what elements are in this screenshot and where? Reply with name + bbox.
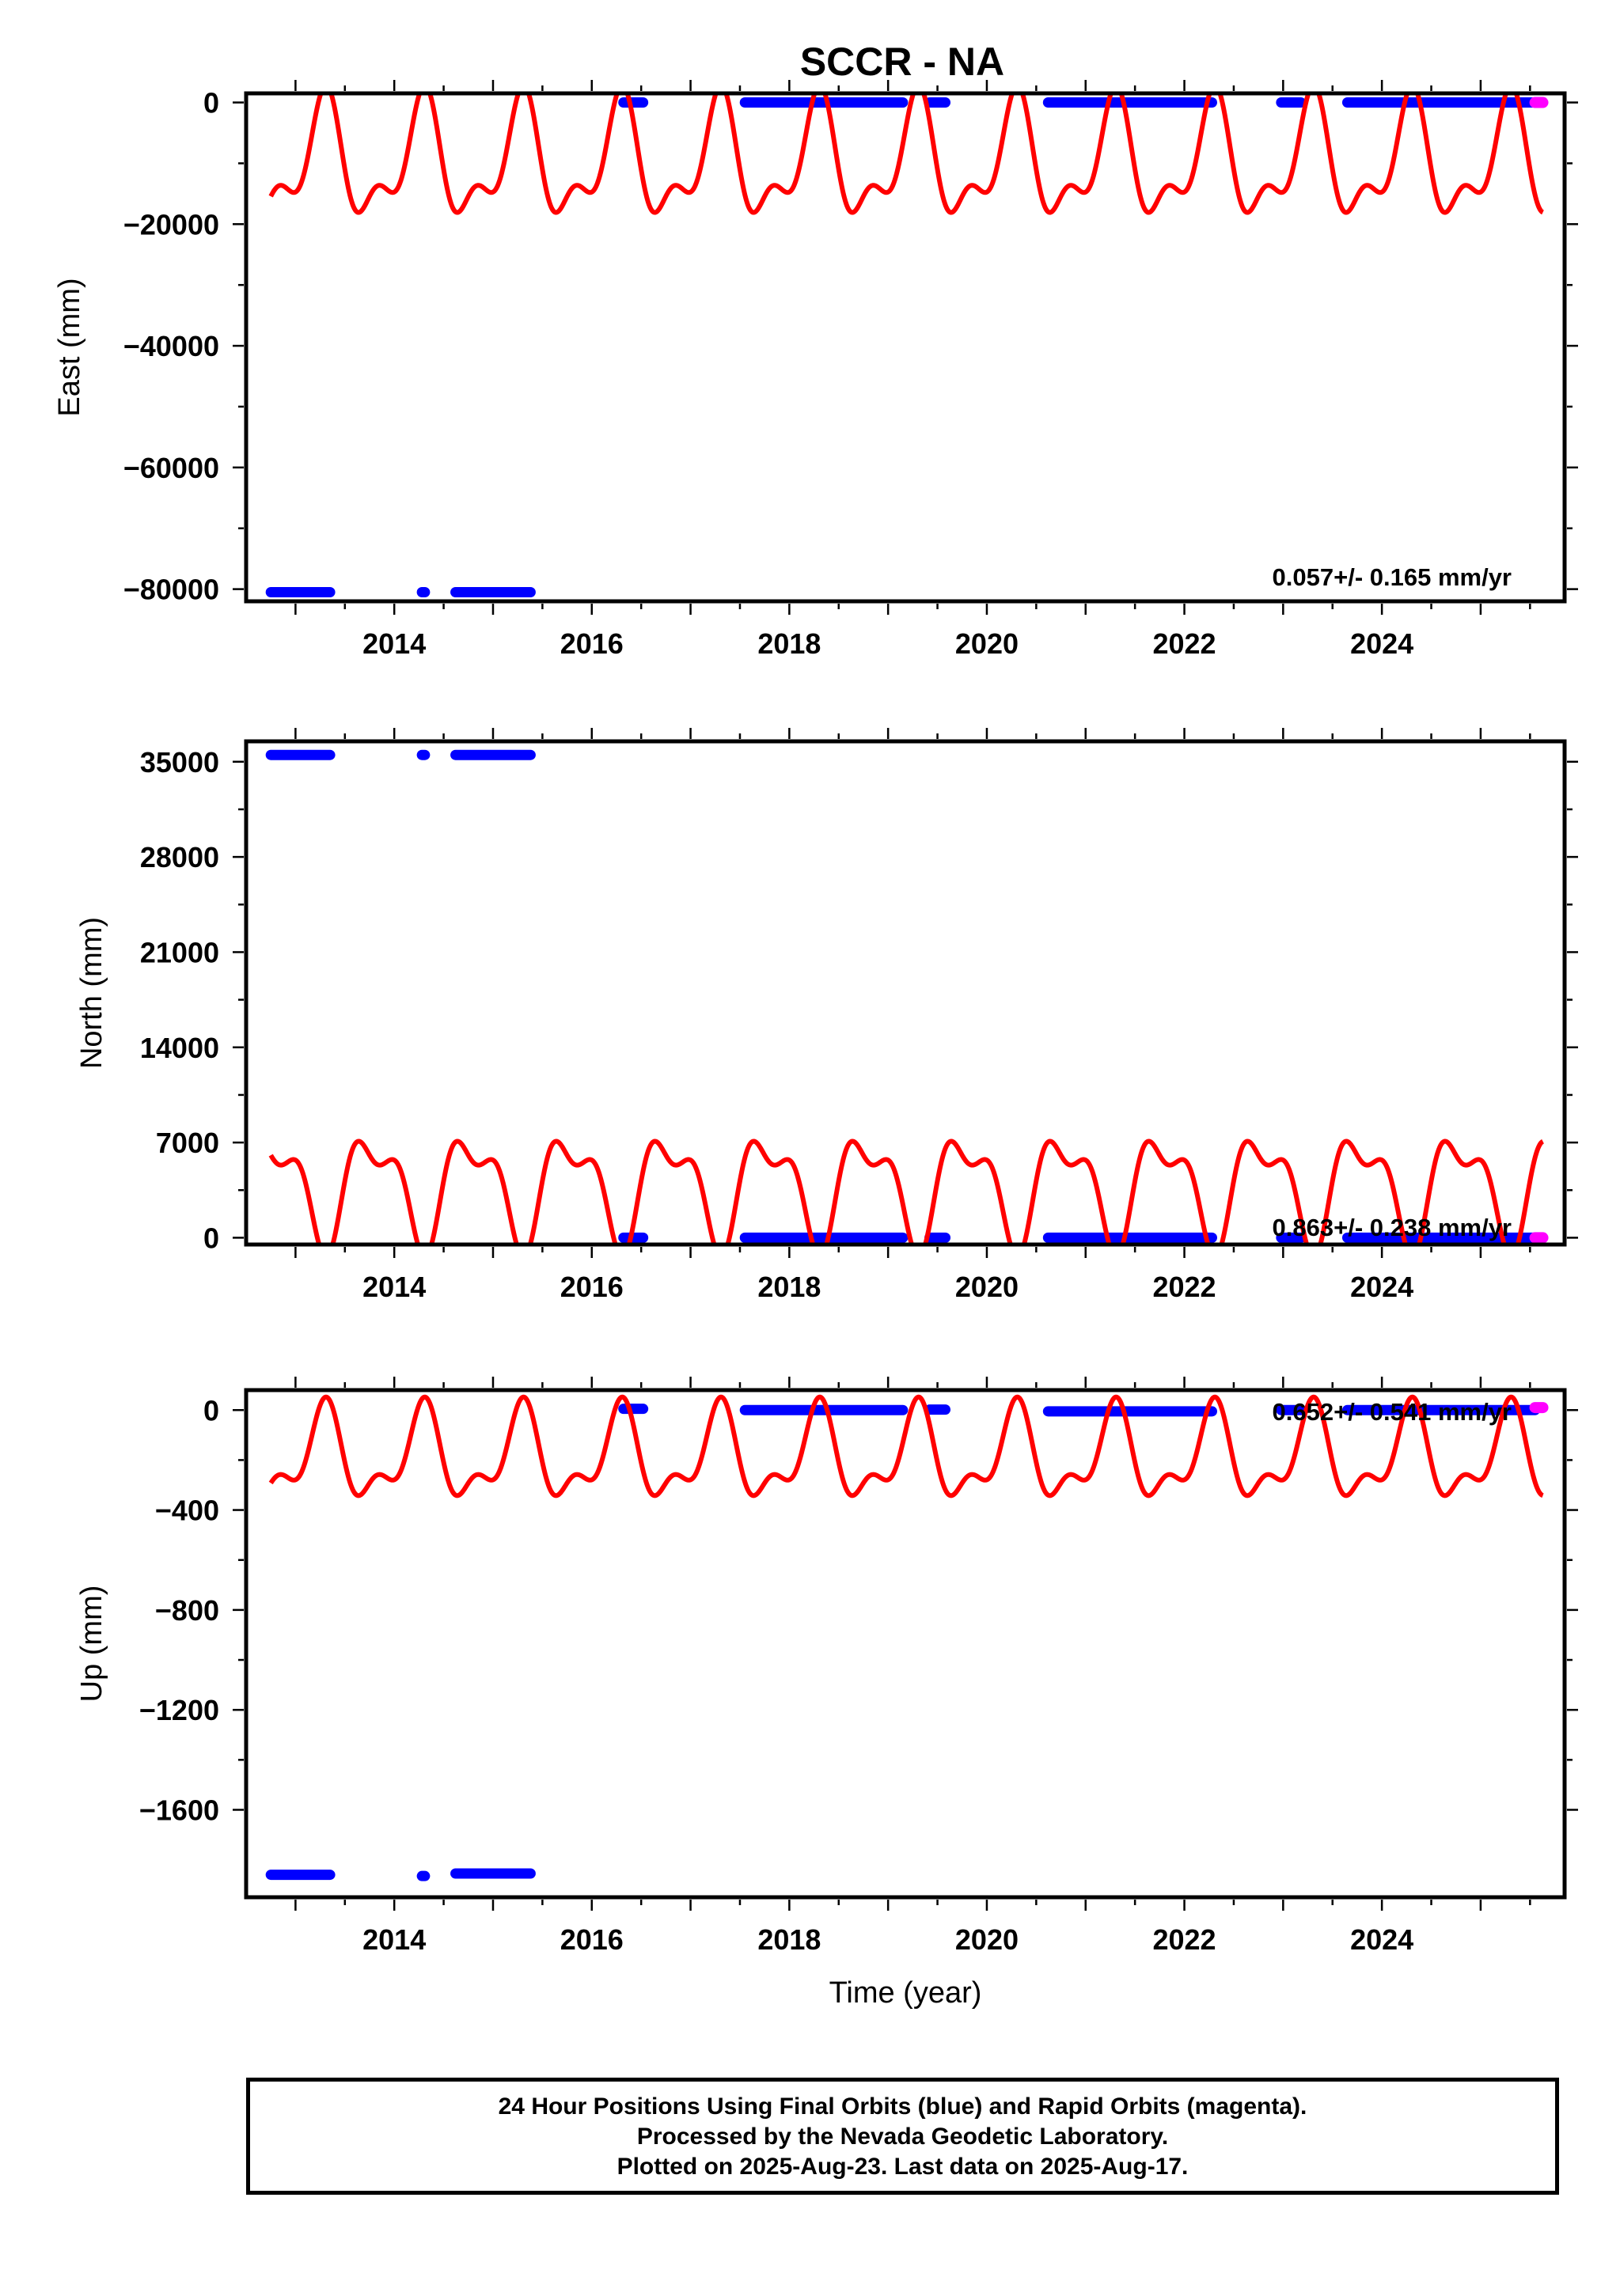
up-x-tick-label: 2016 (560, 1923, 624, 1956)
north-y-tick-label: 35000 (140, 746, 219, 779)
footer-line-1: 24 Hour Positions Using Final Orbits (bl… (498, 2093, 1307, 2120)
north-frame (244, 739, 1567, 1247)
north-x-tick-label: 2018 (757, 1271, 821, 1303)
north-y-tick-label: 14000 (140, 1032, 219, 1064)
east-y-tick-label: −20000 (123, 208, 219, 241)
east-y-tick-label: −40000 (123, 330, 219, 362)
east-x-tick-label: 2024 (1350, 627, 1413, 660)
east-data (265, 93, 1549, 597)
north-y-tick-label: 21000 (140, 936, 219, 968)
up-x-axis-label: Time (year) (829, 1976, 982, 2010)
up-rate-label: 0.652+/- 0.541 mm/yr (1273, 1398, 1512, 1426)
up-y-axis-label: Up (mm) (75, 1586, 108, 1703)
east-x-tick-label: 2014 (362, 627, 426, 660)
up-x-tick-label: 2024 (1350, 1923, 1413, 1956)
north-model-curve (268, 1139, 1545, 1245)
east-y-tick-label: −60000 (123, 452, 219, 484)
north-y-tick-label: 0 (203, 1222, 219, 1254)
up-data (265, 1394, 1549, 1881)
east-x-tick-label: 2020 (955, 627, 1019, 660)
north-y-tick-label: 7000 (156, 1127, 219, 1159)
north-x-tick-label: 2016 (560, 1271, 624, 1303)
up-y-tick-label: −800 (155, 1594, 219, 1627)
up-y-tick-label: −1600 (139, 1794, 219, 1826)
east-y-tick-label: −80000 (123, 574, 219, 606)
north-x-tick-label: 2020 (955, 1271, 1019, 1303)
up-model-curve (268, 1394, 1545, 1498)
north-x-tick-label: 2024 (1350, 1271, 1413, 1303)
east-x-tick-label: 2022 (1152, 627, 1216, 660)
chart-title: SCCR - NA (800, 40, 1004, 84)
up-y-tick-label: −400 (155, 1495, 219, 1527)
east-panel: 2014 2016 2018 2020 2022 2024 0 −20000 −40000 −60… (53, 80, 1578, 660)
up-x-tick-label: 2020 (955, 1923, 1019, 1956)
north-rate-label: 0.863+/- 0.238 mm/yr (1273, 1214, 1512, 1241)
up-y-tick-label: −1200 (139, 1694, 219, 1726)
up-y-tick-label: 0 (203, 1394, 219, 1426)
up-x-tick-label: 2018 (757, 1923, 821, 1956)
east-rate-label: 0.057+/- 0.165 mm/yr (1273, 563, 1512, 591)
north-panel: 2014 2016 2018 2020 2022 2024 35000 28000 21000 1… (75, 728, 1578, 1303)
footer-line-3: Plotted on 2025-Aug-23. Last data on 202… (617, 2154, 1189, 2180)
east-model-curve (268, 93, 1545, 215)
footer-line-2: Processed by the Nevada Geodetic Laborat… (636, 2124, 1169, 2150)
north-y-axis-label: North (mm) (75, 917, 108, 1069)
east-x-tick-label: 2018 (757, 627, 821, 660)
east-frame (244, 91, 1567, 604)
up-x-tick-label: 2022 (1152, 1923, 1216, 1956)
north-y-tick-label: 28000 (140, 841, 219, 873)
north-x-tick-label: 2022 (1152, 1271, 1216, 1303)
north-x-tick-label: 2014 (362, 1271, 426, 1303)
up-panel: 2014 2016 2018 2020 2022 2024 0 −400 −800 −1200 −1… (75, 1377, 1578, 2010)
up-frame (244, 1388, 1567, 1900)
east-y-tick-label: 0 (203, 87, 219, 119)
footer-box: 24 Hour Positions Using Final Orbits (bl… (246, 2078, 1559, 2195)
east-y-axis-label: East (mm) (53, 278, 86, 416)
east-x-tick-label: 2016 (560, 627, 624, 660)
north-data (265, 749, 1549, 1245)
up-x-tick-label: 2014 (362, 1923, 426, 1956)
